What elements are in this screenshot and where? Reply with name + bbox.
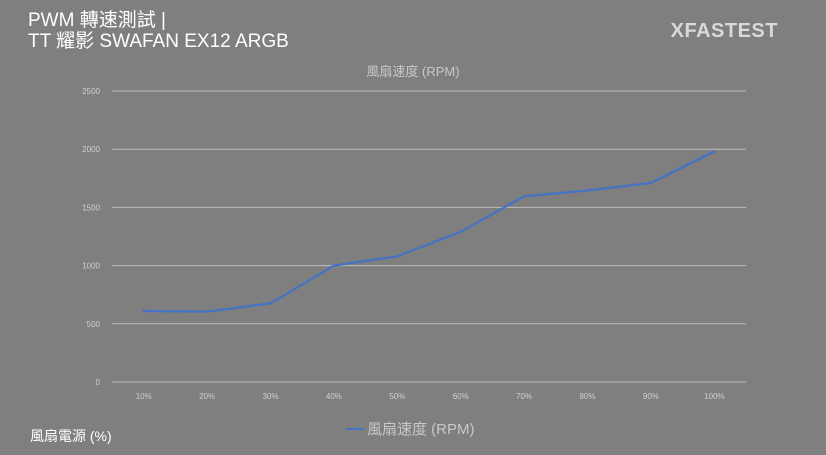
y-tick-label: 2000 bbox=[82, 145, 100, 154]
chart-legend: 風扇速度 (RPM) bbox=[346, 418, 475, 439]
legend-swatch bbox=[346, 427, 364, 430]
y-tick-label: 1500 bbox=[82, 203, 100, 212]
x-tick-label: 40% bbox=[326, 392, 342, 401]
x-tick-label: 50% bbox=[389, 392, 405, 401]
x-tick-label: 80% bbox=[579, 392, 595, 401]
data-point bbox=[269, 302, 272, 305]
x-tick-label: 70% bbox=[516, 392, 532, 401]
x-tick-label: 10% bbox=[136, 392, 152, 401]
y-tick-label: 500 bbox=[87, 320, 101, 329]
x-tick-label: 60% bbox=[453, 392, 469, 401]
y-tick-label: 1000 bbox=[82, 262, 100, 271]
brand-watermark: XFASTEST bbox=[670, 20, 778, 42]
data-point bbox=[523, 195, 526, 198]
page-title: PWM 轉速測試 | TT 耀影 SWAFAN EX12 ARGB bbox=[28, 10, 289, 52]
y-tick-label: 0 bbox=[96, 378, 101, 387]
page-title-line2: TT 耀影 SWAFAN EX12 ARGB bbox=[28, 31, 289, 52]
data-point bbox=[206, 310, 209, 313]
x-tick-label: 100% bbox=[704, 392, 724, 401]
data-point bbox=[586, 189, 589, 192]
data-point bbox=[713, 150, 716, 153]
legend-label: 風扇速度 (RPM) bbox=[367, 421, 475, 438]
x-tick-label: 20% bbox=[199, 392, 215, 401]
data-point bbox=[332, 264, 335, 267]
data-point bbox=[459, 230, 462, 233]
x-tick-label: 30% bbox=[262, 392, 278, 401]
chart-title: 風扇速度 (RPM) bbox=[366, 64, 460, 79]
x-axis-title: 風扇電源 (%) bbox=[30, 428, 112, 444]
data-point bbox=[396, 255, 399, 258]
x-tick-label: 90% bbox=[643, 392, 659, 401]
data-point bbox=[649, 181, 653, 185]
page-title-line1: PWM 轉速測試 | bbox=[28, 10, 166, 31]
series-line bbox=[143, 150, 715, 313]
y-tick-label: 2500 bbox=[82, 87, 100, 96]
data-point bbox=[142, 309, 145, 313]
